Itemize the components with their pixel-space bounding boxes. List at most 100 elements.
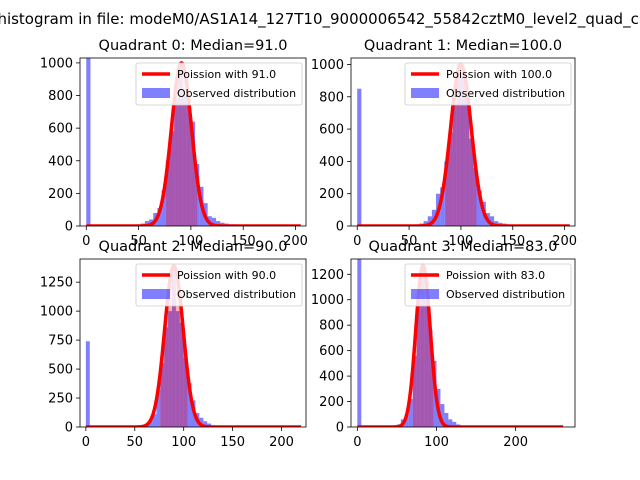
quadrant-1-hist-bar: [448, 132, 453, 226]
quadrant-0-hist-bar: [211, 217, 217, 226]
quadrant-0-hist-bar: [165, 160, 170, 226]
quadrant-2-xtick-label: 100: [171, 435, 196, 450]
legend-line-label: Poission with 91.0: [177, 68, 276, 81]
quadrant-3-ytick-label: 600: [319, 344, 344, 359]
quadrant-0-xtick-label: 0: [82, 234, 90, 249]
quadrant-3-hist-bar: [412, 355, 417, 427]
quadrant-1-hist-bar: [456, 64, 461, 226]
quadrant-2-xtick-label: 50: [127, 435, 144, 450]
quadrant-2-hist-bar: [171, 265, 176, 427]
quadrant-0-axes-frame: [79, 57, 307, 227]
quadrant-3-hist-bar: [420, 265, 425, 427]
quadrant-3-xtick-label: 100: [424, 435, 449, 450]
legend-hist-label: Observed distribution: [446, 288, 565, 301]
quadrant-3-ytick-label: 200: [319, 395, 344, 410]
quadrant-2-hist-bar: [199, 417, 204, 427]
quadrant-0-xtick-label: 100: [178, 234, 203, 249]
quadrant-1-hist-bar: [465, 93, 470, 226]
legend-box: [135, 62, 303, 106]
legend-hist-swatch: [142, 88, 170, 98]
quadrant-2-panel: 0 50 100 150 200 0 250 500 750 1000 1250 Quadrant 2…: [40, 239, 307, 450]
quadrant-1-ytick-label: 200: [319, 187, 344, 202]
quadrant-0-ytick-label: 0: [65, 220, 73, 235]
quadrant-2-xtick-label: 0: [82, 435, 90, 450]
quadrant-1-xtick-label: 100: [449, 234, 474, 249]
quadrant-2-hist-bar: [148, 421, 153, 427]
quadrant-1-hist-bar: [423, 221, 428, 226]
quadrant-2-ytick-label: 250: [48, 392, 73, 407]
quadrant-3-ytick-label: 1000: [311, 293, 344, 308]
quadrant-3-ytick-label: 1200: [311, 268, 344, 283]
quadrant-1-xtick-label: 50: [401, 234, 418, 249]
quadrant-0-ytick-label: 800: [48, 89, 73, 104]
quadrant-1-xtick-label: 200: [552, 234, 577, 249]
quadrant-2-hist-bar: [183, 357, 188, 427]
quadrant-2-ytick-label: 500: [48, 363, 73, 378]
quadrant-3-xtick-label: 0: [353, 435, 361, 450]
quadrant-2-ytick-label: 1250: [40, 276, 73, 291]
quadrant-3-hist-bar: [440, 404, 445, 427]
quadrant-3-title: Quadrant 3: Median=83.0: [369, 239, 558, 255]
quadrant-0-plot-area: [85, 58, 302, 226]
quadrant-1-hist-bar: [489, 216, 495, 226]
quadrant-1-hist-bar: [440, 187, 445, 226]
legend-line-label: Poission with 83.0: [446, 269, 545, 282]
quadrant-0-hist-bar: [182, 95, 187, 226]
quadrant-0-hist-bar: [178, 62, 183, 226]
quadrant-1-hist-bar: [477, 190, 482, 226]
quadrant-1-hist-bar: [452, 103, 457, 226]
quadrant-0-fit-line: [85, 61, 302, 226]
quadrant-2-xtick-label: 150: [220, 435, 245, 450]
quadrant-3-hist-bar: [408, 399, 413, 427]
quadrant-1-hist-bar: [427, 216, 432, 226]
figure-suptitle: Counts histogram in file: modeM0/AS1A14_…: [0, 10, 640, 29]
quadrant-2-hist-bar: [160, 363, 165, 427]
quadrant-2-legend: Poission with 90.0 Observed distribution: [135, 263, 303, 307]
quadrant-0-xtick-label: 150: [231, 234, 256, 249]
legend-box: [404, 263, 572, 307]
quadrant-1-legend: Poission with 100.0 Observed distribution: [404, 62, 572, 106]
legend-hist-swatch: [142, 289, 170, 299]
quadrant-0-hist-bar: [216, 221, 221, 226]
quadrant-3-hist-bar: [428, 330, 433, 427]
quadrant-1-hist-bar: [444, 161, 449, 226]
quadrant-2-title: Quadrant 2: Median=90.0: [99, 239, 288, 255]
quadrant-3-hist-bar: [424, 299, 429, 427]
quadrant-0-ytick-label: 1000: [40, 56, 73, 71]
quadrant-3-hist-bar: [444, 413, 449, 427]
quadrant-2-hist-bar: [179, 322, 184, 427]
legend-hist-swatch: [411, 88, 439, 98]
quadrant-3-hist-bar: [448, 419, 453, 427]
quadrant-0-hist-bar: [174, 98, 179, 226]
quadrant-3-hist-bar: [452, 421, 457, 427]
quadrant-2-ytick-label: 1000: [40, 305, 73, 320]
quadrant-2-fit-line: [84, 264, 303, 427]
quadrant-1-title: Quadrant 1: Median=100.0: [364, 38, 562, 54]
quadrant-1-ytick-label: 0: [336, 220, 344, 235]
quadrant-1-hist-bar: [460, 77, 466, 226]
quadrant-0-hist-bar: [144, 221, 150, 226]
legend-hist-swatch: [411, 289, 439, 299]
quadrant-0-hist-bar: [195, 164, 200, 226]
quadrant-2-ytick-label: 0: [65, 421, 73, 436]
quadrant-2-hist-bar: [175, 311, 180, 427]
quadrant-1-ytick-label: 800: [319, 90, 344, 105]
quadrant-0-legend: Poission with 91.0 Observed distribution: [135, 62, 303, 106]
quadrant-2-ytick-label: 750: [48, 334, 73, 349]
quadrant-3-ytick-label: 800: [319, 319, 344, 334]
quadrant-2-xtick-label: 200: [269, 435, 294, 450]
quadrant-3-hist-bar: [404, 414, 409, 427]
quadrant-0-xtick-label: 50: [130, 234, 147, 249]
quadrant-2-hist-bar: [156, 389, 161, 427]
quadrant-3-hist-bar: [416, 299, 421, 427]
quadrant-2-hist-bar: [168, 311, 172, 427]
quadrant-1-ytick-label: 1000: [311, 58, 344, 73]
quadrant-3-panel: 0 100 200 0 200 400 600 800 1000 1200 Quadrant 3: …: [311, 239, 576, 450]
legend-hist-label: Observed distribution: [446, 87, 565, 100]
quadrant-0-xtick-label: 200: [283, 234, 308, 249]
quadrant-0-hist-bar: [161, 190, 166, 226]
quadrant-3-ytick-label: 0: [336, 421, 344, 436]
quadrant-0-ytick-label: 200: [48, 187, 73, 202]
quadrant-1-panel: 0 50 100 150 200 0 200 400 600 800 1000 Quadrant 1:…: [311, 38, 577, 249]
